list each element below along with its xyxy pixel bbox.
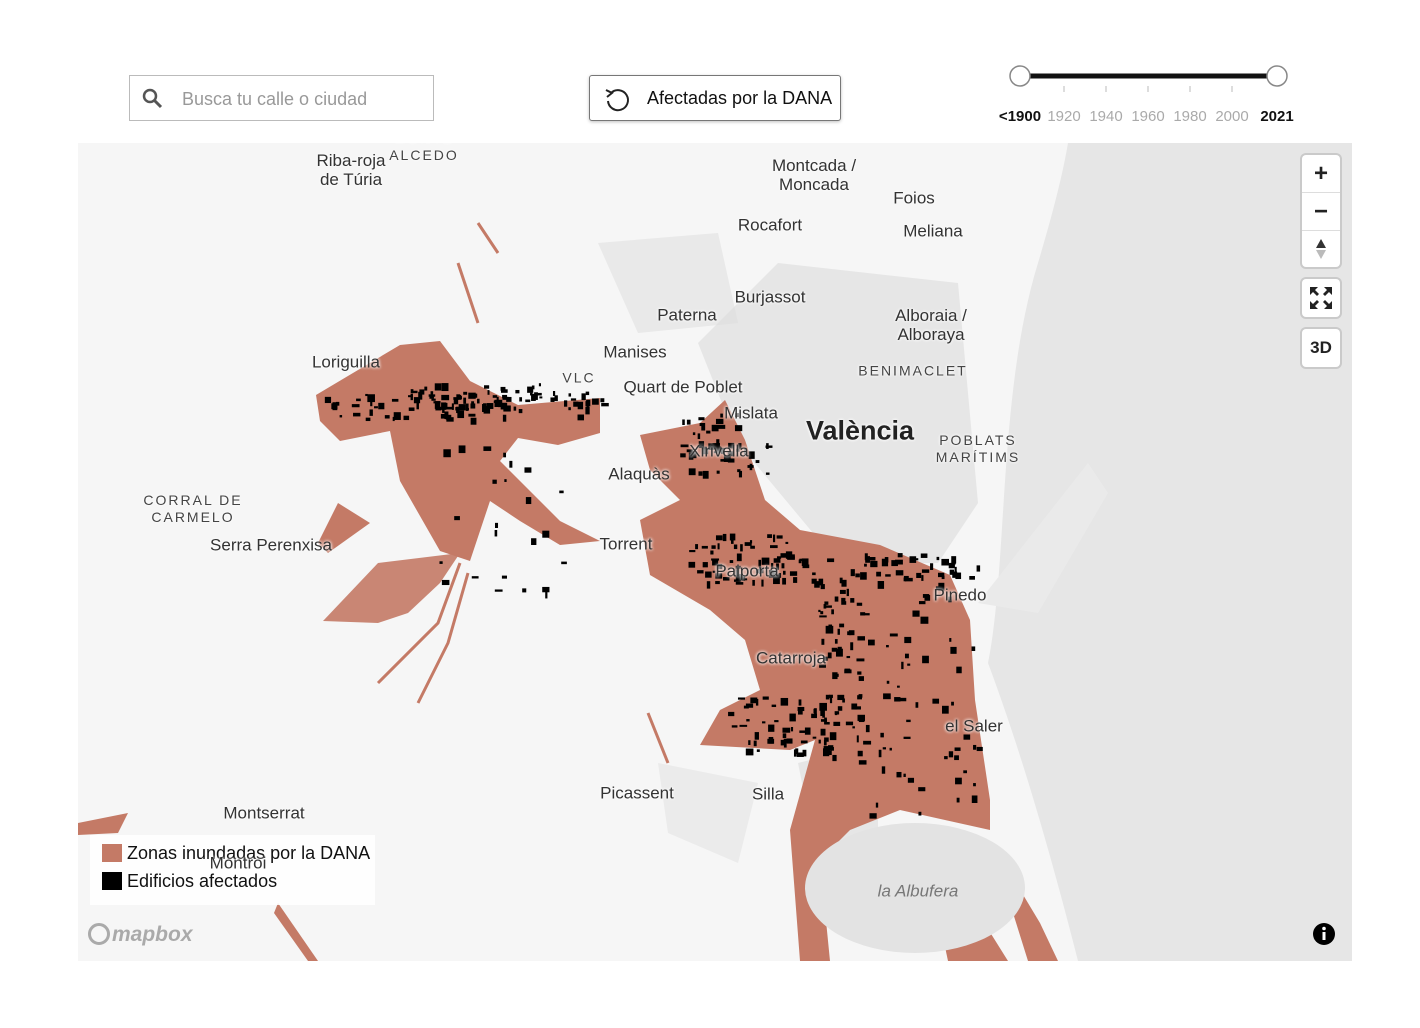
reset-icon	[605, 89, 629, 112]
place-label: CORRAL DE CARMELO	[143, 492, 243, 525]
year-label: 2000	[1215, 108, 1249, 125]
search-placeholder: Busca tu calle o ciudad	[182, 89, 368, 109]
place-label: Foios	[893, 188, 935, 208]
zoom-out[interactable]: −	[1302, 193, 1340, 231]
search-box[interactable]: Busca tu calle o ciudad	[129, 75, 434, 121]
three-d-toggle[interactable]: 3D	[1302, 329, 1340, 367]
slider-handle[interactable]	[1266, 65, 1288, 87]
zoom-control: + −	[1302, 155, 1340, 267]
place-label: BENIMACLET	[858, 362, 968, 379]
attribution: mapbox	[112, 923, 193, 946]
place-label: Quart de Poblet	[623, 377, 743, 397]
year-label: 2021	[1260, 108, 1294, 125]
place-label: POBLATS MARÍTIMS	[935, 432, 1021, 465]
button-label: Afectadas por la DANA	[647, 88, 833, 108]
info-button[interactable]	[1312, 922, 1336, 946]
place-label: Rocafort	[737, 215, 803, 235]
place-label: Catarroja	[756, 648, 826, 668]
fullscreen[interactable]	[1302, 279, 1340, 317]
mapbox-logo[interactable]: mapbox	[88, 923, 193, 947]
search-icon	[142, 88, 163, 109]
year-label: 1940	[1089, 108, 1123, 125]
place-label: Paterna	[657, 305, 717, 325]
filter-button[interactable]: Afectadas por la DANA	[589, 75, 841, 121]
place-label: Burjassot	[734, 287, 806, 307]
place-label: Montcada / Moncada	[771, 156, 857, 194]
place-label: Montroi	[209, 853, 267, 873]
legend-label: Edificios afectados	[127, 871, 278, 891]
place-label: Meliana	[903, 221, 963, 241]
place-label: Serra Perenxisa	[210, 535, 332, 555]
legend-swatch	[102, 844, 122, 862]
legend: Zonas inundadas por la DANA Edificios afe…	[90, 835, 375, 905]
place-label: Manises	[603, 342, 667, 362]
year-label: 1920	[1047, 108, 1081, 125]
place-label: Mislata	[724, 403, 778, 423]
year-label: 1980	[1173, 108, 1207, 125]
compass[interactable]	[1302, 231, 1340, 267]
place-label: Torrent	[599, 534, 653, 554]
place-label: Paiporta	[715, 561, 779, 581]
year-label: 1960	[1131, 108, 1165, 125]
map-canvas	[78, 143, 1352, 961]
timeline-slider[interactable]	[1000, 60, 1300, 100]
legend-entry: Zonas inundadas por la DANA	[102, 843, 370, 864]
map[interactable]: Zonas inundadas por la DANA Edificios afe…	[78, 143, 1352, 961]
place-label: Xirivella	[689, 441, 749, 461]
legend-swatch	[102, 872, 122, 890]
place-label: Loriguilla	[311, 352, 381, 372]
place-label: Picassent	[600, 783, 674, 803]
place-label: MONTE ALCEDO	[389, 143, 459, 163]
place-label: Montserrat	[223, 803, 305, 823]
place-label: Alboraia / Alboraya	[895, 306, 967, 344]
legend-label: Zonas inundadas por la DANA	[127, 843, 371, 863]
place-label: Pinedo	[933, 585, 987, 605]
place-label: València	[805, 415, 915, 446]
legend-entry: Edificios afectados	[102, 871, 277, 892]
year-label: <1900	[998, 108, 1042, 125]
place-label: Alaquàs	[608, 464, 670, 484]
slider-handle[interactable]	[1009, 65, 1031, 87]
place-label: la Albufera	[877, 881, 959, 901]
zoom-in[interactable]: +	[1302, 155, 1340, 193]
place-label: Riba-roja de Túria	[316, 151, 386, 189]
place-label: VLC	[562, 369, 596, 386]
place-label: Silla	[751, 784, 785, 804]
fullscreen-icon	[1310, 287, 1332, 309]
place-label: el Saler	[945, 716, 1003, 736]
